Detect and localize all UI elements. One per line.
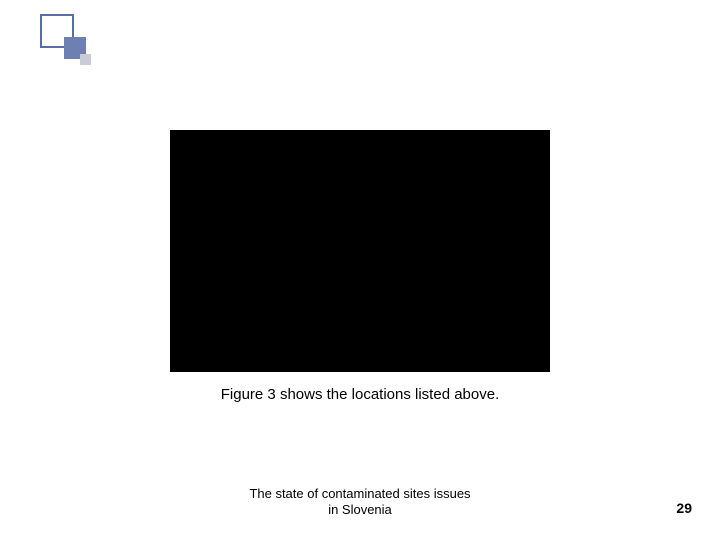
figure-area: Figure 3 shows the locations listed abov…	[170, 130, 550, 403]
figure-caption: Figure 3 shows the locations listed abov…	[170, 386, 550, 403]
footer-text: The state of contaminated sites issues i…	[249, 486, 470, 519]
footer-line-1: The state of contaminated sites issues	[249, 486, 470, 502]
page-number: 29	[676, 500, 692, 516]
footer-line-2: in Slovenia	[249, 502, 470, 518]
corner-decoration	[40, 14, 120, 69]
figure-image-placeholder	[170, 130, 550, 372]
footer: The state of contaminated sites issues i…	[0, 486, 720, 519]
decoration-square-small	[80, 54, 91, 65]
